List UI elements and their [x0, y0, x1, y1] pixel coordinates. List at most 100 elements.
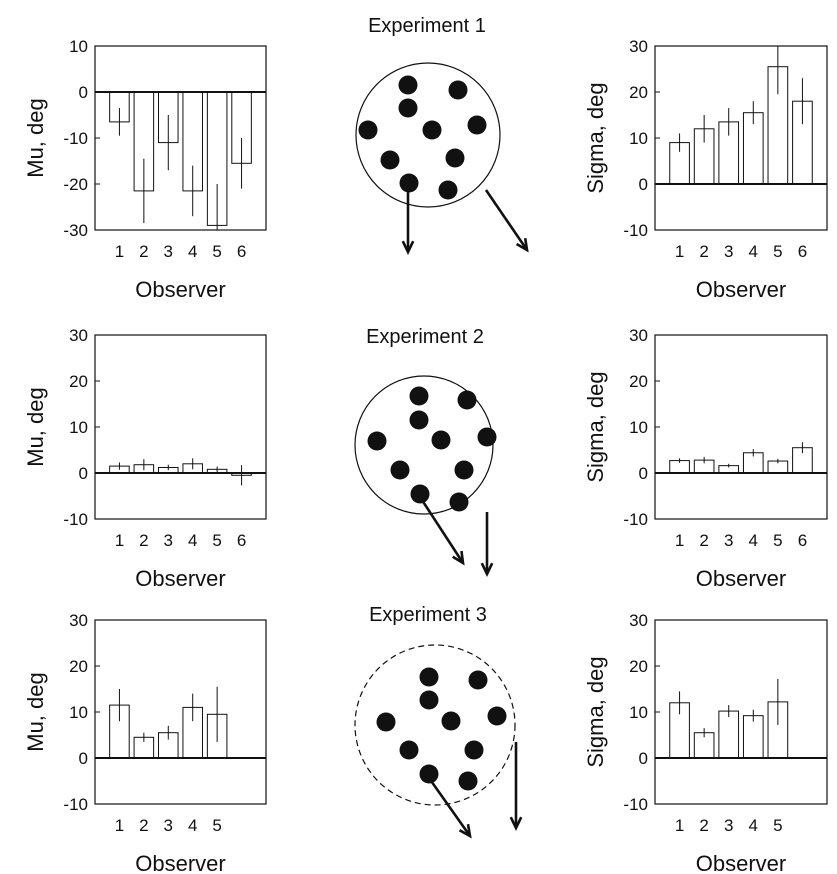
dot — [457, 390, 477, 410]
x-tick-label: 3 — [164, 242, 173, 261]
x-tick-label: 4 — [188, 531, 197, 550]
arrow-head — [458, 823, 472, 839]
x-tick-label: 5 — [212, 816, 221, 835]
y-tick-label: 30 — [629, 37, 648, 56]
x-tick-label: 5 — [212, 531, 221, 550]
dot — [399, 740, 419, 760]
y-tick-label: -10 — [623, 795, 648, 814]
motion-arrow — [427, 777, 472, 837]
x-tick-label: 6 — [798, 531, 807, 550]
arrow-head — [509, 816, 523, 831]
aperture-circle — [355, 62, 501, 208]
y-axis-label: Sigma, deg — [583, 656, 608, 767]
experiment-1-title: Experiment 1 — [368, 15, 486, 37]
x-tick-label: 2 — [699, 531, 708, 550]
x-axis-label: Observer — [696, 277, 786, 302]
x-tick-label: 5 — [773, 816, 782, 835]
y-tick-label: 0 — [639, 464, 648, 483]
x-axis-label: Observer — [696, 851, 786, 874]
y-tick-label: 30 — [69, 326, 88, 345]
y-tick-label: -20 — [63, 175, 88, 194]
y-tick-label: 20 — [629, 657, 648, 676]
chart-exp3-mu: 30 20 10 0 -10 1 2 3 4 5 Observer Mu, deg — [23, 611, 267, 874]
dot — [464, 740, 484, 760]
x-tick-label: 4 — [749, 816, 758, 835]
x-tick-label: 1 — [675, 816, 684, 835]
x-axis-label: Observer — [135, 566, 225, 591]
y-tick-label: 20 — [69, 372, 88, 391]
dot — [467, 115, 487, 135]
x-axis-label: Observer — [135, 851, 225, 874]
dot — [409, 410, 429, 430]
x-tick-label: 1 — [675, 242, 684, 261]
y-tick-label: 10 — [629, 129, 648, 148]
y-tick-label: -10 — [623, 510, 648, 529]
dot — [376, 712, 396, 732]
arrow-head — [401, 240, 415, 255]
x-tick-label: 5 — [773, 242, 782, 261]
y-tick-label: 0 — [639, 175, 648, 194]
dot — [438, 180, 458, 200]
x-tick-label: 3 — [724, 242, 733, 261]
y-tick-label: 30 — [69, 611, 88, 630]
x-tick-label: 2 — [139, 816, 148, 835]
x-tick-label: 2 — [139, 242, 148, 261]
dot — [419, 667, 439, 687]
x-tick-label: 2 — [699, 242, 708, 261]
arrow-head — [480, 562, 494, 577]
y-tick-label: -10 — [63, 795, 88, 814]
y-tick-label: -30 — [63, 221, 88, 240]
x-tick-label: 4 — [749, 242, 758, 261]
x-tick-label: 2 — [699, 816, 708, 835]
plot-frame — [94, 334, 267, 520]
y-tick-label: 20 — [629, 372, 648, 391]
dot — [399, 173, 419, 193]
y-tick-label: 20 — [69, 657, 88, 676]
aperture-circle — [354, 375, 494, 515]
arrow-head — [515, 237, 529, 253]
aperture-circle — [354, 644, 516, 806]
y-tick-label: -10 — [623, 221, 648, 240]
dot — [390, 460, 410, 480]
x-tick-label: 1 — [675, 531, 684, 550]
x-tick-label: 3 — [724, 816, 733, 835]
x-tick-label: 4 — [749, 531, 758, 550]
diagram-exp2 — [354, 375, 497, 577]
dot — [398, 98, 418, 118]
motion-arrow — [484, 189, 529, 251]
dot — [419, 764, 439, 784]
y-axis-label: Mu, deg — [23, 98, 48, 178]
x-tick-label: 1 — [115, 816, 124, 835]
x-tick-label: 5 — [212, 242, 221, 261]
y-tick-label: 10 — [69, 418, 88, 437]
x-tick-label: 4 — [188, 816, 197, 835]
dot — [477, 427, 497, 447]
chart-exp1-sigma: 30 20 10 0 -10 1 2 3 4 5 6 Observer Sigma, deg — [583, 37, 828, 302]
dot — [410, 484, 430, 504]
y-tick-label: 10 — [69, 703, 88, 722]
y-axis-label: Mu, deg — [23, 672, 48, 752]
y-tick-label: 10 — [69, 37, 88, 56]
dot — [431, 430, 451, 450]
y-tick-label: 10 — [629, 703, 648, 722]
diagram-exp3 — [354, 644, 523, 839]
x-tick-label: 4 — [188, 242, 197, 261]
y-tick-label: 30 — [629, 611, 648, 630]
y-tick-label: 30 — [629, 326, 648, 345]
dot — [449, 492, 469, 512]
diagram-exp1 — [355, 62, 529, 255]
chart-exp2-sigma: 30 20 10 0 -10 1 2 3 4 5 6 Observer Sigma, deg — [583, 326, 828, 591]
bar — [718, 710, 740, 759]
y-tick-label: 0 — [79, 749, 88, 768]
chart-exp2-mu: 30 20 10 0 -10 1 2 3 4 5 6 Observer Mu, deg — [23, 326, 267, 591]
dot — [454, 460, 474, 480]
chart-exp3-sigma: 30 20 10 0 -10 1 2 3 4 5 Observer Sigma, deg — [583, 611, 828, 874]
dot — [419, 690, 439, 710]
x-tick-label: 2 — [139, 531, 148, 550]
x-tick-label: 3 — [164, 531, 173, 550]
x-tick-label: 6 — [237, 242, 246, 261]
experiment-2-title: Experiment 2 — [366, 326, 484, 348]
experiment-3-title: Experiment 3 — [369, 604, 487, 626]
dot — [445, 148, 465, 168]
